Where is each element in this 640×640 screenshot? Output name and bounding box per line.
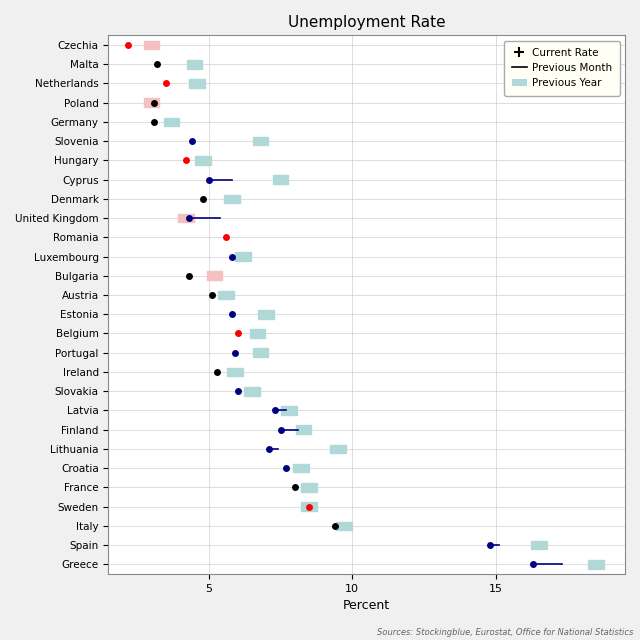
Text: Sources: Stockingblue, Eurostat, Office for National Statistics: Sources: Stockingblue, Eurostat, Office … [377, 628, 634, 637]
Legend: Current Rate, Previous Month, Previous Year: Current Rate, Previous Month, Previous Y… [504, 40, 620, 95]
FancyBboxPatch shape [273, 175, 289, 184]
FancyBboxPatch shape [178, 214, 194, 222]
FancyBboxPatch shape [253, 348, 268, 357]
FancyBboxPatch shape [218, 291, 234, 300]
FancyBboxPatch shape [259, 310, 274, 319]
FancyBboxPatch shape [531, 541, 547, 549]
FancyBboxPatch shape [330, 445, 346, 453]
FancyBboxPatch shape [282, 406, 297, 415]
FancyBboxPatch shape [227, 367, 243, 376]
FancyBboxPatch shape [187, 60, 202, 68]
FancyBboxPatch shape [224, 195, 239, 203]
FancyBboxPatch shape [250, 329, 266, 338]
FancyBboxPatch shape [195, 156, 211, 164]
Title: Unemployment Rate: Unemployment Rate [288, 15, 445, 30]
FancyBboxPatch shape [143, 40, 159, 49]
FancyBboxPatch shape [253, 137, 268, 145]
FancyBboxPatch shape [164, 118, 179, 126]
FancyBboxPatch shape [236, 252, 251, 261]
FancyBboxPatch shape [296, 426, 312, 434]
FancyBboxPatch shape [301, 483, 317, 492]
FancyBboxPatch shape [207, 271, 223, 280]
FancyBboxPatch shape [336, 522, 351, 530]
FancyBboxPatch shape [143, 99, 159, 107]
FancyBboxPatch shape [244, 387, 260, 396]
FancyBboxPatch shape [292, 464, 308, 472]
X-axis label: Percent: Percent [343, 599, 390, 612]
FancyBboxPatch shape [588, 560, 604, 568]
FancyBboxPatch shape [301, 502, 317, 511]
FancyBboxPatch shape [189, 79, 205, 88]
